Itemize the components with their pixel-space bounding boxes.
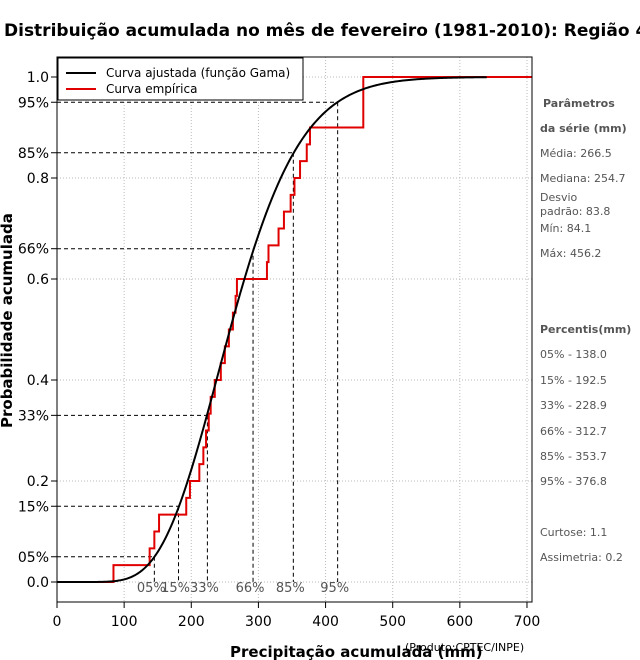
params-title-line2: da série (mm): [540, 122, 627, 135]
percentil-33: 33% - 228.9: [540, 399, 607, 412]
percentil-66: 66% - 312.7: [540, 425, 607, 438]
series-empirical-step: [57, 76, 532, 583]
plot-border: [56, 56, 533, 603]
y-pct-tick-4-label: 85%: [18, 146, 49, 162]
percentile-label-0: 05%: [137, 581, 166, 596]
percentil-95: 95% - 376.8: [540, 475, 607, 488]
y-tick-5-label: 1.0: [27, 70, 49, 86]
percentile-label-3: 66%: [236, 581, 265, 596]
assimetria: Assimetria: 0.2: [540, 551, 623, 564]
product-note: (Produto:CPTEC/INPE): [405, 641, 524, 654]
percentile-label-1: 15%: [161, 581, 190, 596]
param-mediana: Mediana: 254.7: [540, 172, 625, 185]
legend-label-empirical: Curva empírica: [106, 82, 197, 96]
percentile-label-2: 33%: [190, 581, 219, 596]
percentil-85: 85% - 353.7: [540, 450, 607, 463]
percentil-15: 15% - 192.5: [540, 374, 607, 387]
x-tick-label-0: 0: [53, 614, 62, 630]
y-tick-2-label: 0.4: [27, 373, 49, 389]
x-tick-label-2: 200: [178, 614, 205, 630]
param-desvio-line2: padrão: 83.8: [540, 205, 610, 218]
series-gamma-curve: [57, 76, 487, 583]
grid-layer: [56, 57, 532, 602]
percentile-label-4: 85%: [276, 581, 305, 596]
param-media: Média: 266.5: [540, 147, 612, 160]
chart-title: Distribuição acumulada no mês de feverei…: [4, 21, 640, 41]
y-tick-1-label: 0.2: [27, 474, 49, 490]
param-max: Máx: 456.2: [540, 247, 601, 260]
y-pct-tick-3-label: 66%: [18, 242, 49, 258]
param-desvio-line1: Desvio: [540, 191, 578, 204]
params-title-line1: Parâmetros: [543, 97, 615, 110]
curtose: Curtose: 1.1: [540, 526, 607, 539]
percentil-05: 05% - 138.0: [540, 348, 607, 361]
y-pct-tick-0-label: 05%: [18, 550, 49, 566]
axes-layer: 05%15% 33% 66% 85% 95%0 100 200 300 400 500 600 700…: [18, 70, 540, 630]
param-min: Mín: 84.1: [540, 222, 591, 235]
y-tick-0-label: 0.0: [27, 575, 49, 591]
x-tick-label-6: 600: [446, 614, 473, 630]
percentile-label-5: 95%: [320, 581, 349, 596]
x-tick-label-7: 700: [514, 614, 541, 630]
percentis-title: Percentis(mm): [540, 323, 631, 336]
y-tick-4-label: 0.8: [27, 171, 49, 187]
legend-box: [57, 57, 304, 101]
y-pct-tick-2-label: 33%: [18, 408, 49, 424]
side-panel: Parâmetros da série (mm) Média: 266.5 Me…: [540, 97, 631, 564]
series-layer: [57, 76, 532, 583]
x-axis-label: Precipitação acumulada (mm): [230, 643, 483, 660]
y-axis-label: Probabilidade acumulada: [0, 213, 16, 428]
percentile-guides: [57, 101, 339, 582]
legend: Curva ajustada (função Gama) Curva empír…: [57, 57, 304, 101]
y-tick-3-label: 0.6: [27, 272, 49, 288]
legend-label-gamma: Curva ajustada (função Gama): [106, 66, 290, 80]
x-tick-label-5: 500: [379, 614, 406, 630]
y-pct-tick-1-label: 15%: [18, 499, 49, 515]
x-tick-label-3: 300: [245, 614, 272, 630]
y-pct-tick-5-label: 95%: [18, 95, 49, 111]
x-tick-label-1: 100: [111, 614, 138, 630]
x-tick-label-4: 400: [312, 614, 339, 630]
